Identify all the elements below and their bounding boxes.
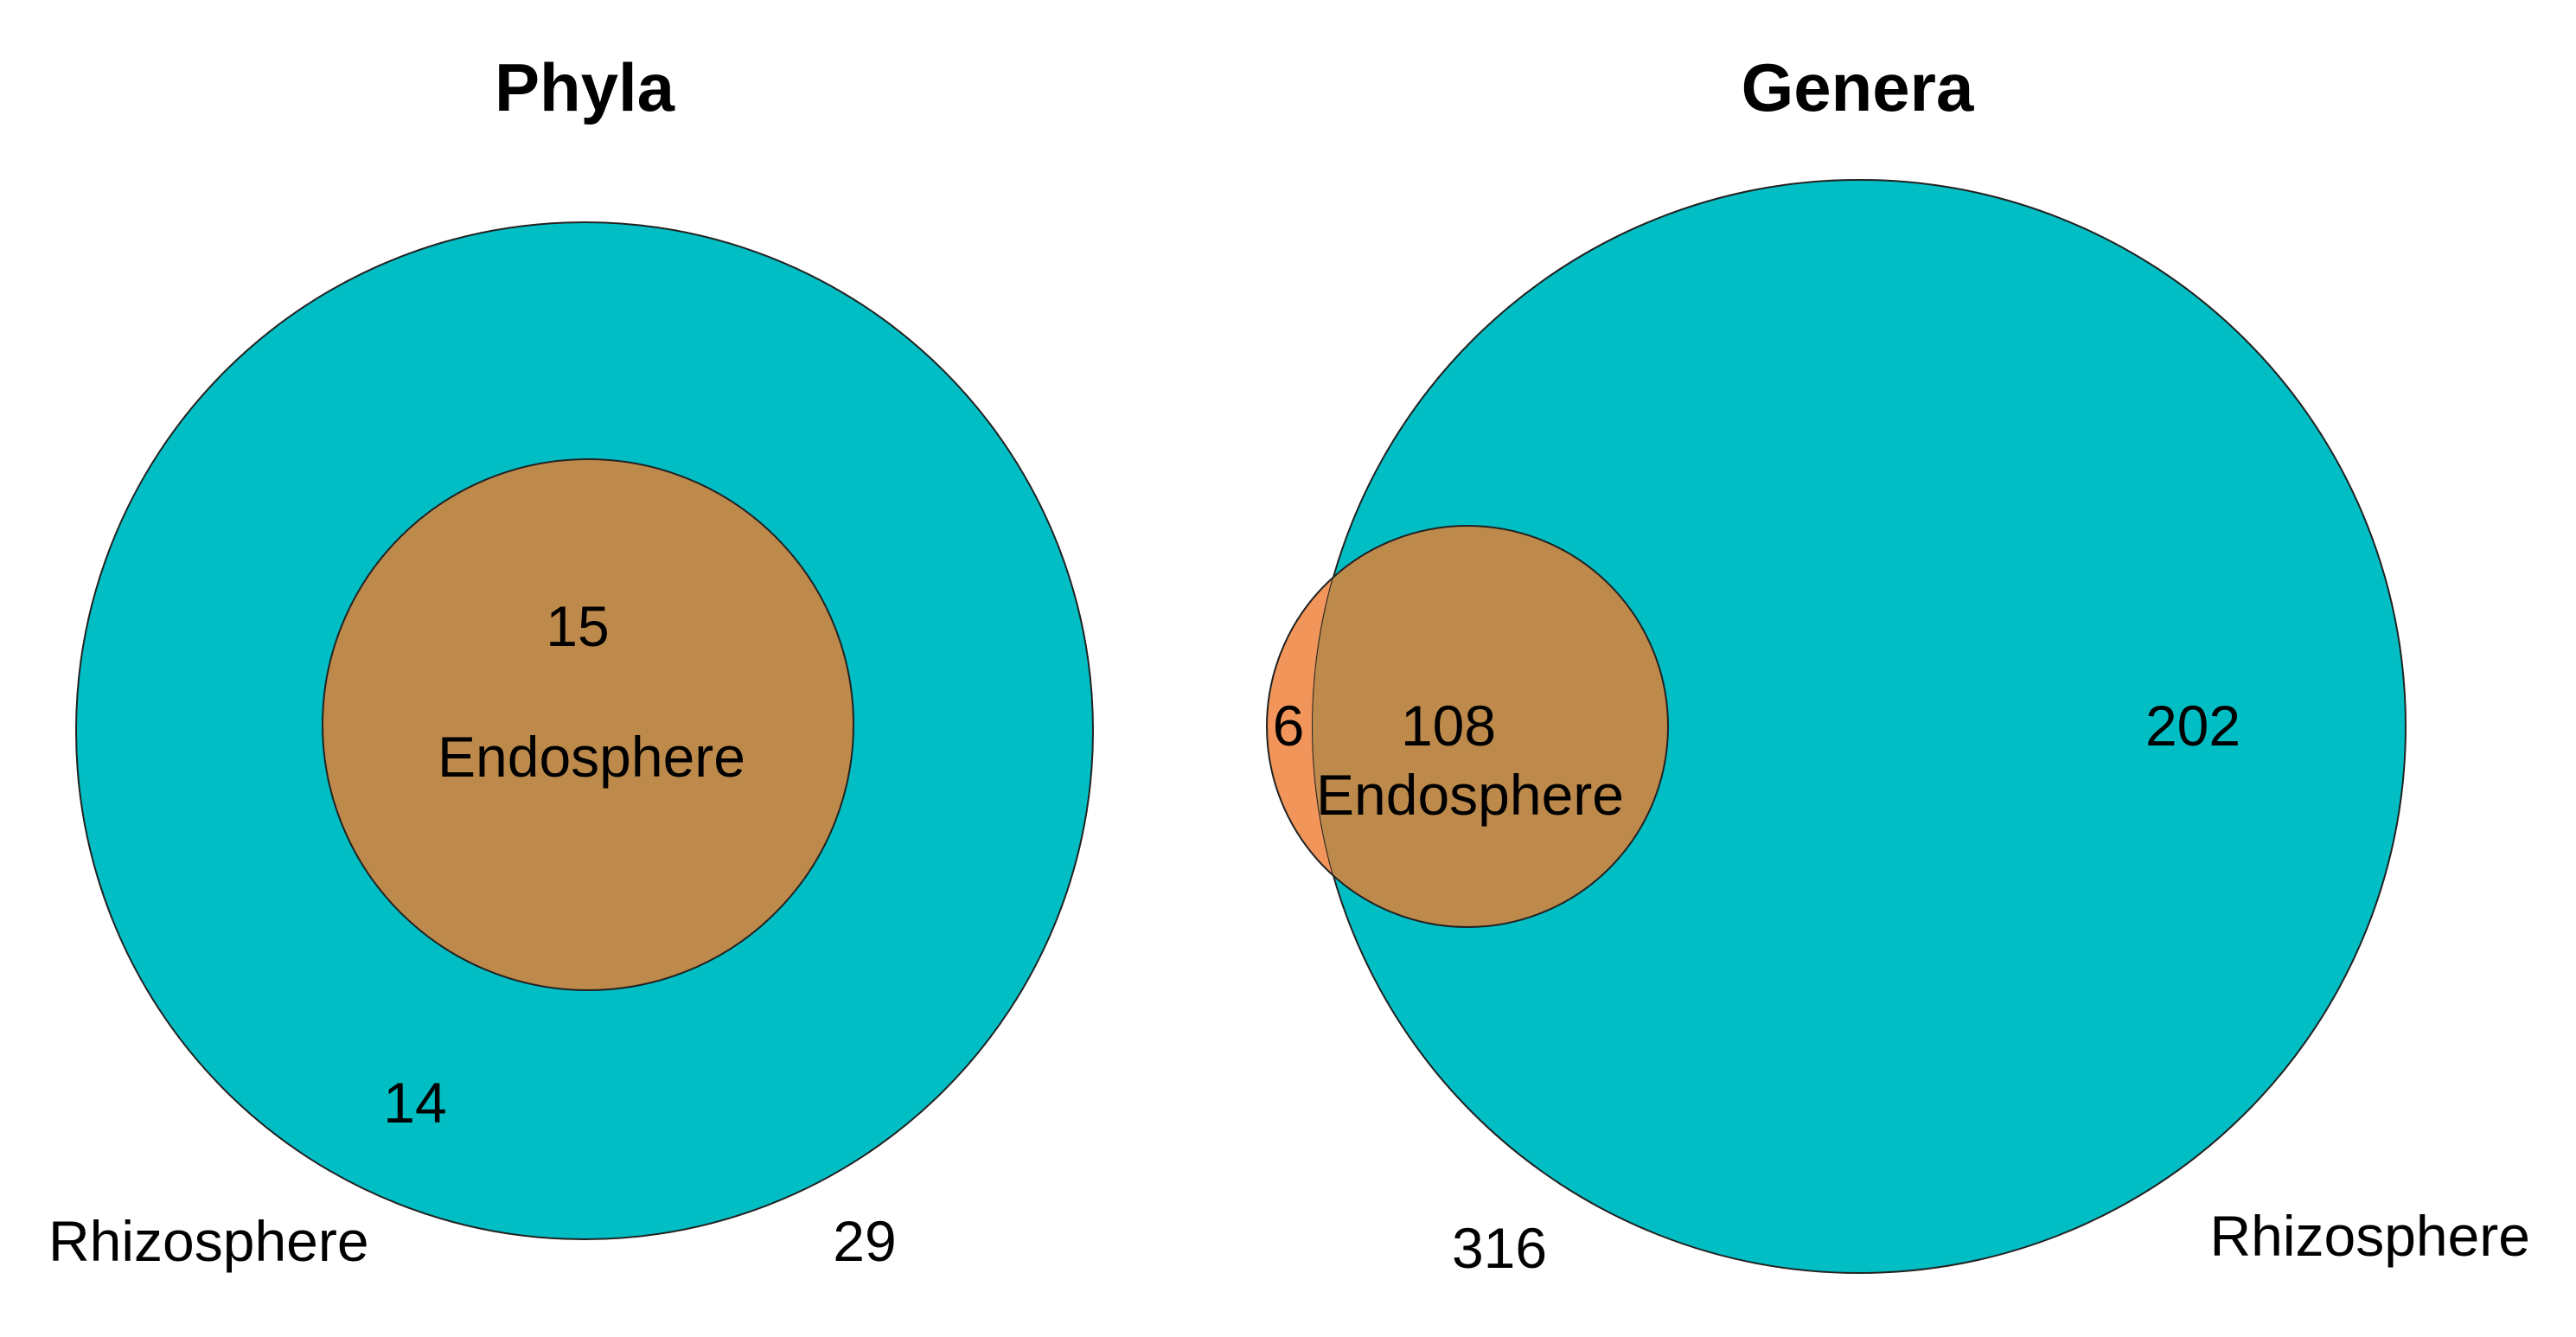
- phyla-endosphere-label: Endosphere: [438, 725, 745, 789]
- genera-rhizosphere-only-count: 202: [2145, 694, 2240, 758]
- genera-overlap-region: [1313, 526, 1668, 927]
- genera-title: Genera: [1742, 49, 1974, 125]
- phyla-endosphere-circle: [322, 458, 854, 991]
- phyla-shared-count: 15: [546, 594, 609, 658]
- phyla-rhizosphere-label: Rhizosphere: [48, 1209, 369, 1273]
- genera-panel: Genera 6 108 Endosphere 202 316 Rhizosph…: [1266, 49, 2530, 1280]
- genera-rhizosphere-label: Rhizosphere: [2209, 1204, 2530, 1268]
- genera-endosphere-label: Endosphere: [1316, 763, 1624, 827]
- phyla-rhizosphere-only-count: 14: [383, 1071, 446, 1135]
- phyla-total-count: 29: [833, 1209, 896, 1273]
- genera-total-count: 316: [1452, 1216, 1547, 1280]
- genera-endosphere-outline: [1266, 525, 1669, 928]
- phyla-title: Phyla: [495, 49, 675, 125]
- phyla-panel: Phyla 15 Endosphere 14 Rhizosphere 29: [48, 49, 1094, 1273]
- genera-endosphere-only-count: 6: [1273, 694, 1305, 758]
- genera-shared-count: 108: [1401, 694, 1496, 758]
